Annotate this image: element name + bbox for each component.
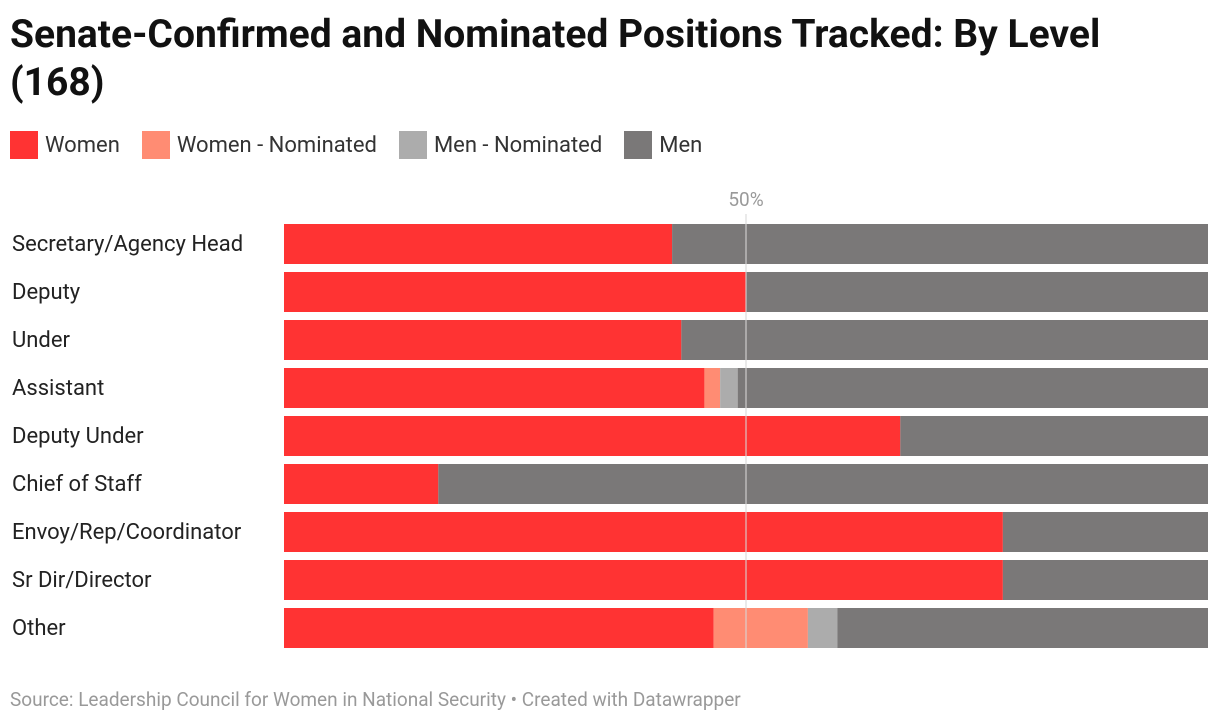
y-tick-label: Secretary/Agency Head bbox=[12, 232, 243, 257]
bar-segment bbox=[837, 608, 1208, 648]
bar-segment bbox=[807, 608, 838, 648]
bar-segment bbox=[746, 272, 1208, 312]
bar-segment bbox=[1002, 560, 1208, 600]
bar-segment bbox=[284, 464, 439, 504]
legend-item: Men - Nominated bbox=[398, 131, 603, 159]
y-tick-label: Deputy bbox=[12, 280, 81, 305]
y-tick-label: Sr Dir/Director bbox=[12, 568, 152, 593]
legend-item: Women - Nominated bbox=[141, 131, 377, 159]
chart-title: Senate-Confirmed and Nominated Positions… bbox=[10, 11, 1101, 105]
bar-segment bbox=[438, 464, 1209, 504]
bar-segment bbox=[284, 560, 1003, 600]
bar-segment bbox=[1002, 512, 1208, 552]
legend-label: Men - Nominated bbox=[433, 132, 603, 158]
legend-label: Women - Nominated bbox=[176, 132, 377, 158]
bar-segment bbox=[284, 416, 901, 456]
bar-segment bbox=[704, 368, 721, 408]
y-tick-label: Deputy Under bbox=[12, 424, 144, 449]
legend-item: Women bbox=[10, 131, 120, 159]
bar-segment bbox=[737, 368, 1208, 408]
bar-segment bbox=[284, 608, 714, 648]
legend-swatch bbox=[10, 131, 38, 159]
bar-segment bbox=[284, 272, 746, 312]
source-note: Source: Leadership Council for Women in … bbox=[10, 688, 741, 711]
bar-segment bbox=[284, 368, 705, 408]
legend-swatch bbox=[398, 131, 427, 159]
legend-swatch bbox=[624, 131, 653, 159]
y-tick-label: Chief of Staff bbox=[12, 472, 142, 497]
legend-swatch bbox=[141, 131, 170, 159]
bar-segment bbox=[713, 608, 808, 648]
bar-segment bbox=[720, 368, 738, 408]
y-tick-label: Envoy/Rep/Coordinator bbox=[12, 520, 242, 545]
y-tick-label: Other bbox=[12, 616, 66, 641]
bar-segment bbox=[284, 320, 682, 360]
legend-label: Men bbox=[659, 132, 703, 158]
legend-item: Men bbox=[624, 131, 702, 159]
bar-segment bbox=[681, 320, 1208, 360]
x-tick-label: 50% bbox=[728, 188, 763, 211]
bar-segment bbox=[900, 416, 1208, 456]
legend: Women Women - Nominated Men - Nominated Men bbox=[10, 131, 724, 159]
bar-segment bbox=[672, 224, 1208, 264]
legend-label: Women bbox=[45, 132, 120, 158]
bar-segment bbox=[284, 512, 1003, 552]
bar-segment bbox=[284, 224, 673, 264]
y-tick-label: Under bbox=[12, 328, 70, 353]
y-tick-label: Assistant bbox=[12, 376, 104, 401]
